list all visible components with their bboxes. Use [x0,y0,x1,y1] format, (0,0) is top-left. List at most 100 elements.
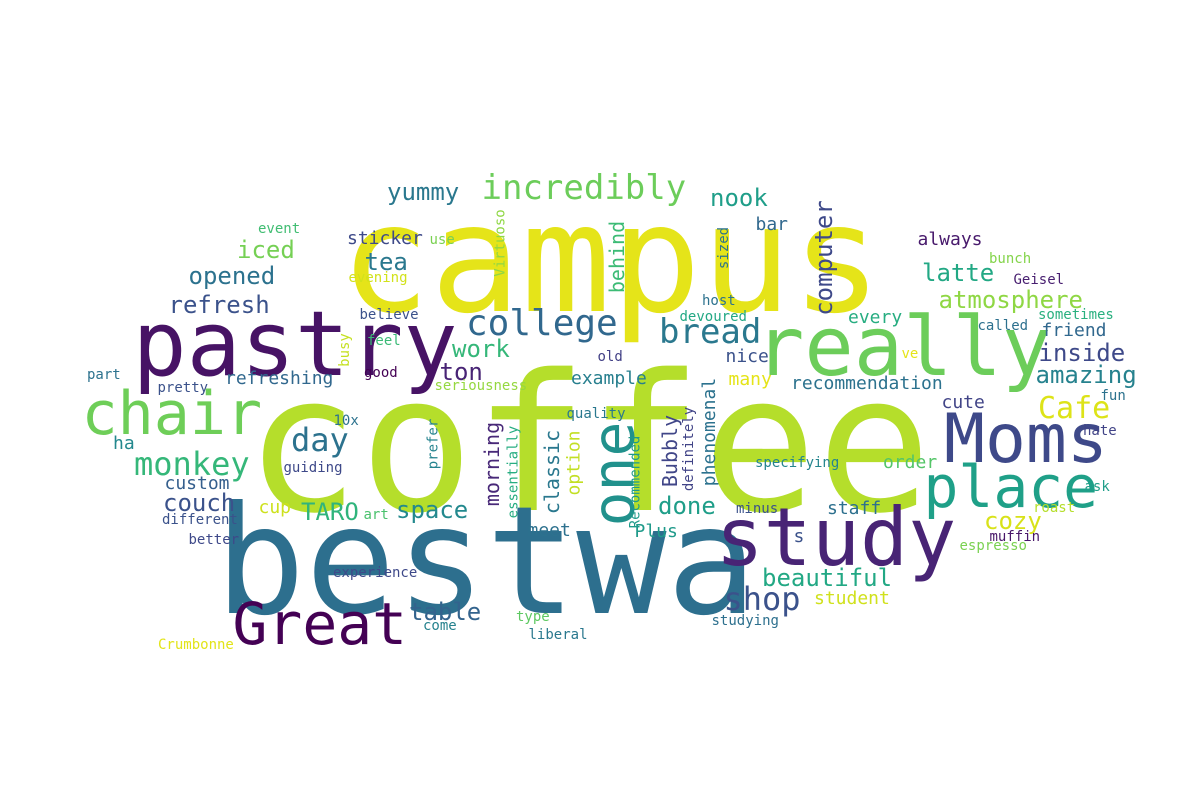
cloud-word-always: always [917,229,983,250]
cloud-word-quality: quality [566,406,626,422]
cloud-word-essentially: essentially [504,425,521,519]
cloud-word-type: type [516,609,550,625]
cloud-word-specifying: specifying [755,455,840,471]
cloud-word-option: option [563,430,585,496]
cloud-word-come: come [423,618,457,634]
cloud-word-fun: fun [1100,388,1126,404]
cloud-word-friend: friend [1041,320,1107,341]
cloud-word-phenomenal: phenomenal [699,377,721,487]
cloud-word-pretty: pretty [157,380,209,396]
cloud-word-incredibly: incredibly [481,168,687,208]
cloud-word-space: space [396,496,469,524]
cloud-word-ve: ve [901,346,919,362]
cloud-word-atmosphere: atmosphere [938,286,1084,314]
cloud-word-virtuoso: Virtuoso [492,209,509,277]
cloud-word-art: art [363,507,389,523]
cloud-word-experience: experience [333,565,418,581]
cloud-word-old: old [597,349,623,365]
cloud-word-recommended: Recommended [626,435,643,529]
cloud-word-minus: minus [736,501,779,517]
cloud-word-bread: bread [659,312,762,352]
cloud-word-part: part [87,367,121,383]
cloud-word-evening: evening [348,270,408,286]
cloud-word-amazing: amazing [1035,361,1137,389]
cloud-word-bar: bar [755,214,789,235]
cloud-word-cafe: Cafe [1038,391,1111,426]
cloud-word-busy: busy [336,333,353,367]
cloud-word-studying: studying [711,613,779,629]
cloud-word-couch: couch [163,489,236,517]
cloud-word-liberal: liberal [528,627,588,643]
cloud-word-10x: 10x [333,413,359,429]
cloud-word-muffin: muffin [989,529,1041,545]
cloud-word-beautiful: beautiful [762,564,893,592]
cloud-word-coffee: coffee [245,334,932,555]
cloud-word-crumbonne: Crumbonne [158,637,234,653]
cloud-word-nook: nook [710,184,768,212]
cloud-word-hate: hate [1083,423,1117,439]
cloud-word-table: table [409,598,482,626]
cloud-word-pastry: pastry [132,292,458,397]
cloud-word-called: called [977,318,1029,334]
cloud-word-cozy: cozy [984,507,1042,535]
cloud-word-believe: believe [359,307,419,323]
cloud-word-shop: shop [723,580,801,618]
cloud-word-host: host [702,293,736,309]
cloud-word-moms: Moms [944,400,1108,479]
cloud-word-feel: feel [367,333,401,349]
cloud-word-better: better [188,532,240,548]
cloud-word-place: place [923,453,1099,521]
cloud-word-ask: ask [1084,479,1110,495]
cloud-word-meet: meet [527,520,571,541]
cloud-word-morning: morning [480,421,505,507]
cloud-word-staff: staff [827,498,882,519]
cloud-word-nice: nice [725,346,769,367]
cloud-word-sometimes: sometimes [1038,307,1114,323]
cloud-word-ha: ha [113,433,135,454]
cloud-word-many: many [728,369,772,390]
cloud-word-campus: campus [340,173,882,347]
cloud-word-refresh: refresh [168,291,270,319]
cloud-word-geisel: Geisel [1013,272,1065,288]
cloud-word-cute: cute [941,392,985,413]
cloud-word-day: day [291,421,349,459]
cloud-word-roast: roast [1033,500,1076,516]
cloud-word-example: example [571,368,647,389]
cloud-word-bubbly: Bubbly [658,414,683,488]
cloud-word-recommendation: recommendation [791,373,943,394]
cloud-word-sticker: sticker [347,228,423,249]
cloud-word-great: Great [232,590,408,658]
cloud-word-opened: opened [188,262,276,290]
cloud-word-college: college [466,303,618,344]
cloud-word-order: order [883,452,938,473]
cloud-word-bunch: bunch [989,251,1032,267]
cloud-word-guiding: guiding [283,460,343,476]
cloud-word-iced: iced [237,236,295,264]
cloud-word-yummy: yummy [387,178,460,206]
cloud-word-good: good [364,365,398,381]
cloud-word-bestwa: bestwa [215,475,757,649]
cloud-word-seriousness: seriousness [434,378,528,394]
cloud-word-computer: computer [809,200,838,316]
cloud-word-classic: classic [540,429,565,515]
cloud-word-different: different [162,512,238,528]
cloud-word-event: event [258,221,301,237]
cloud-word-really: really [755,300,1052,395]
cloud-word-inside: inside [1038,339,1126,367]
cloud-word-done: done [658,492,716,520]
cloud-word-every: every [848,307,903,328]
cloud-word-monkey: monkey [134,445,250,483]
cloud-word-ton: ton [439,358,483,386]
cloud-word-work: work [452,335,510,363]
cloud-word-custom: custom [164,473,230,494]
cloud-word-sized: sized [716,226,733,270]
cloud-word-taro: TARO [301,498,359,526]
cloud-word-cup: cup [258,497,292,518]
cloud-word-espresso: espresso [959,538,1027,554]
cloud-word-definitely: definitely [681,406,698,492]
cloud-word-chair: chair [81,379,263,449]
cloud-word-latte: latte [922,259,995,287]
cloud-word-study: study [715,491,957,584]
cloud-word-plus: Plus [634,521,678,542]
